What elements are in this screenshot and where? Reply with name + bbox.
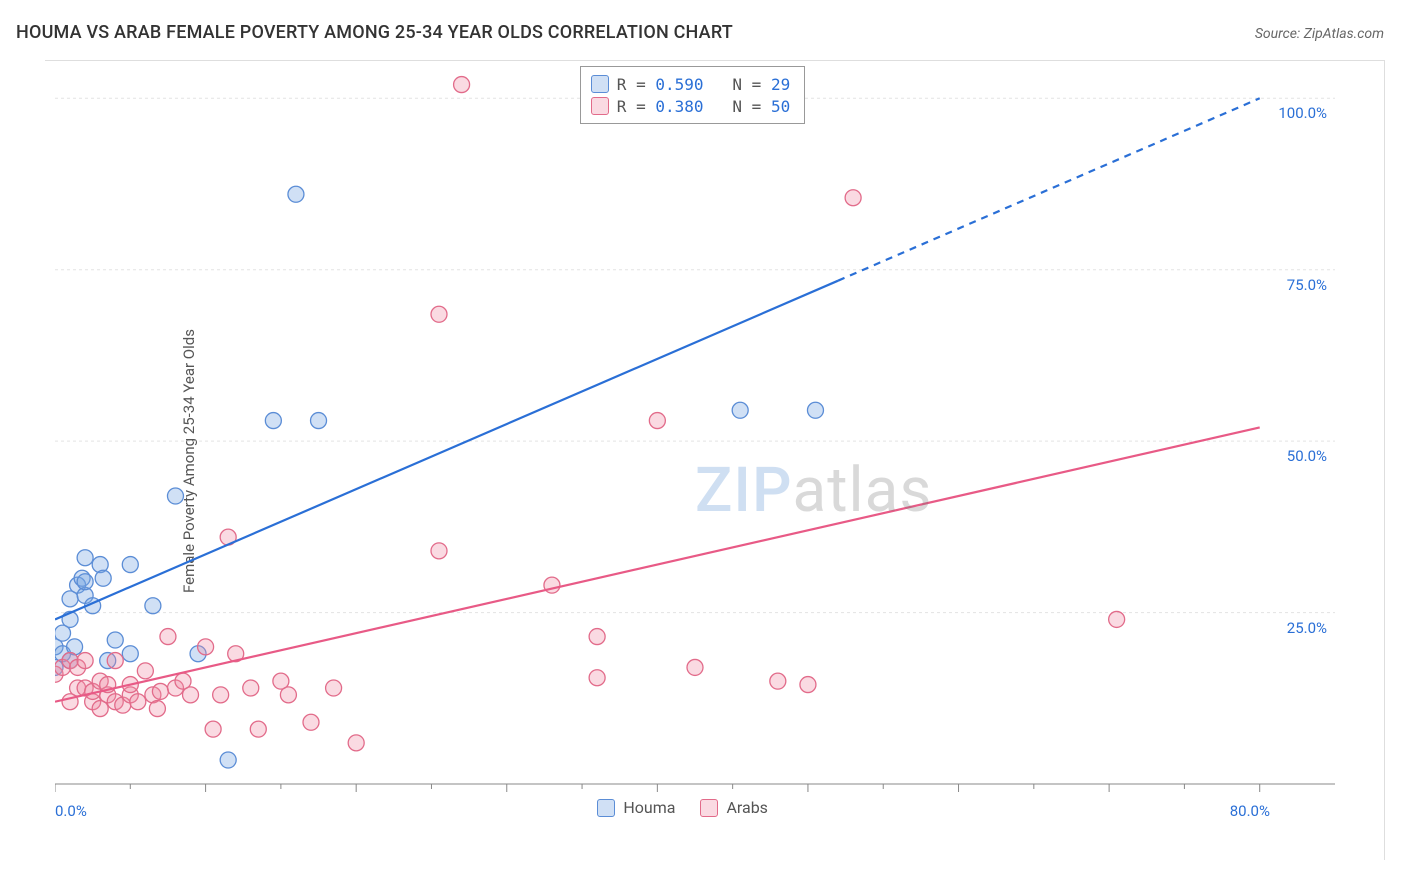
legend-swatch: [591, 75, 609, 93]
legend-swatch: [597, 799, 615, 817]
legend-item-houma: Houma: [597, 798, 675, 817]
y-tick-label: 25.0%: [1287, 619, 1327, 637]
legend-item-arabs: Arabs: [700, 798, 768, 817]
chart-title: HOUMA VS ARAB FEMALE POVERTY AMONG 25-34…: [16, 22, 733, 43]
y-tick-label: 50.0%: [1287, 447, 1327, 465]
legend-stat-text: R = 0.590 N = 29: [617, 75, 790, 94]
legend-series: Houma Arabs: [597, 798, 768, 817]
legend-stat-row-houma: R = 0.590 N = 29: [591, 73, 790, 95]
scatter-plot-svg: [55, 64, 1335, 834]
x-tick-label: 80.0%: [1230, 802, 1270, 820]
plot-area: ZIPatlas R = 0.590 N = 29R = 0.380 N = 5…: [55, 64, 1335, 834]
x-tick-label: 0.0%: [55, 802, 87, 820]
legend-label: Houma: [623, 798, 675, 817]
source-credit: Source: ZipAtlas.com: [1255, 26, 1384, 42]
legend-stats: R = 0.590 N = 29 R = 0.380 N = 50: [580, 66, 805, 124]
legend-label: Arabs: [726, 798, 768, 817]
legend-stat-row-arabs: R = 0.380 N = 50: [591, 95, 790, 117]
legend-stat-text: R = 0.380 N = 50: [617, 97, 790, 116]
y-tick-label: 100.0%: [1278, 104, 1327, 122]
legend-swatch: [591, 97, 609, 115]
y-tick-label: 75.0%: [1287, 276, 1327, 294]
legend-swatch: [700, 799, 718, 817]
